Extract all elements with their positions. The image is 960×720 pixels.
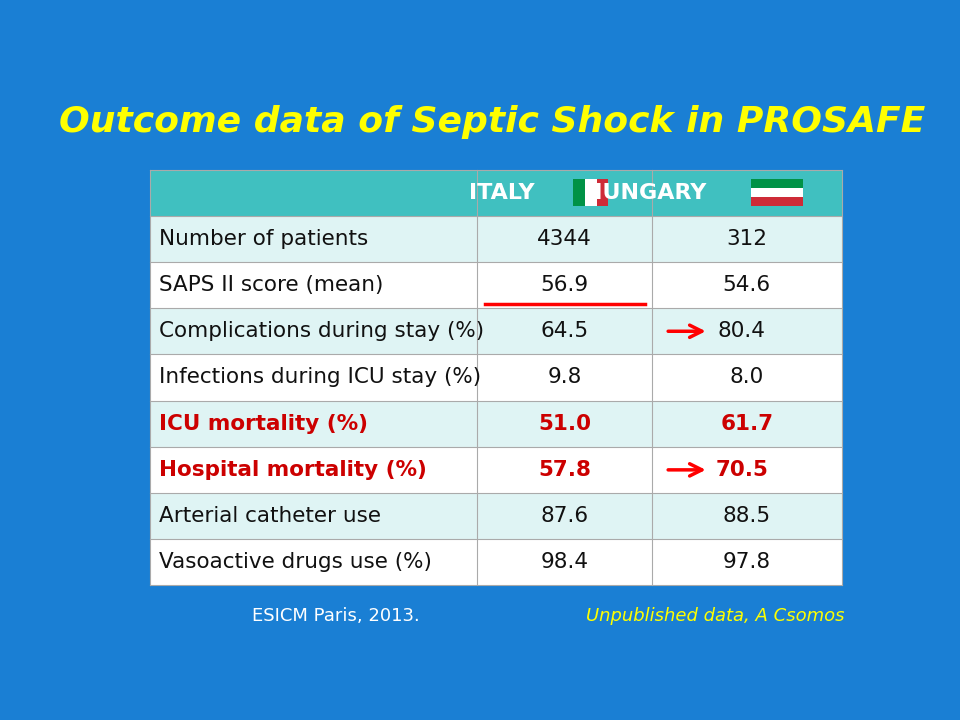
- Text: HUNGARY: HUNGARY: [584, 183, 706, 202]
- Text: Hospital mortality (%): Hospital mortality (%): [158, 460, 426, 480]
- Text: 64.5: 64.5: [540, 321, 588, 341]
- FancyBboxPatch shape: [150, 262, 842, 308]
- Text: 98.4: 98.4: [540, 552, 588, 572]
- Text: 87.6: 87.6: [540, 506, 588, 526]
- Text: 312: 312: [727, 229, 767, 249]
- FancyBboxPatch shape: [751, 179, 803, 188]
- Text: Vasoactive drugs use (%): Vasoactive drugs use (%): [158, 552, 432, 572]
- FancyBboxPatch shape: [150, 493, 842, 539]
- FancyBboxPatch shape: [150, 354, 842, 400]
- FancyBboxPatch shape: [150, 308, 842, 354]
- Text: 88.5: 88.5: [723, 506, 771, 526]
- Text: SAPS II score (mean): SAPS II score (mean): [158, 275, 383, 295]
- FancyBboxPatch shape: [150, 446, 842, 493]
- Text: Number of patients: Number of patients: [158, 229, 368, 249]
- Text: ITALY: ITALY: [469, 183, 535, 202]
- FancyBboxPatch shape: [150, 216, 842, 262]
- Text: Infections during ICU stay (%): Infections during ICU stay (%): [158, 367, 481, 387]
- Text: 54.6: 54.6: [723, 275, 771, 295]
- Text: 70.5: 70.5: [715, 460, 768, 480]
- FancyBboxPatch shape: [150, 400, 842, 446]
- Text: ICU mortality (%): ICU mortality (%): [158, 414, 368, 433]
- Text: 8.0: 8.0: [730, 367, 764, 387]
- FancyBboxPatch shape: [596, 179, 609, 206]
- Text: 9.8: 9.8: [547, 367, 582, 387]
- FancyBboxPatch shape: [150, 539, 842, 585]
- Text: 51.0: 51.0: [538, 414, 591, 433]
- Text: 56.9: 56.9: [540, 275, 588, 295]
- Text: 80.4: 80.4: [718, 321, 766, 341]
- FancyBboxPatch shape: [751, 197, 803, 206]
- Text: 61.7: 61.7: [720, 414, 774, 433]
- FancyBboxPatch shape: [751, 188, 803, 197]
- FancyBboxPatch shape: [573, 179, 585, 206]
- Text: Outcome data of Septic Shock in PROSAFE: Outcome data of Septic Shock in PROSAFE: [59, 105, 925, 140]
- Text: 57.8: 57.8: [538, 460, 591, 480]
- FancyBboxPatch shape: [585, 179, 596, 206]
- Text: Complications during stay (%): Complications during stay (%): [158, 321, 484, 341]
- Text: Arterial catheter use: Arterial catheter use: [158, 506, 381, 526]
- Text: ESICM Paris, 2013.: ESICM Paris, 2013.: [252, 607, 420, 625]
- Text: 4344: 4344: [537, 229, 592, 249]
- Text: Unpublished data, A Csomos: Unpublished data, A Csomos: [586, 607, 845, 625]
- Text: 97.8: 97.8: [723, 552, 771, 572]
- FancyBboxPatch shape: [150, 169, 842, 585]
